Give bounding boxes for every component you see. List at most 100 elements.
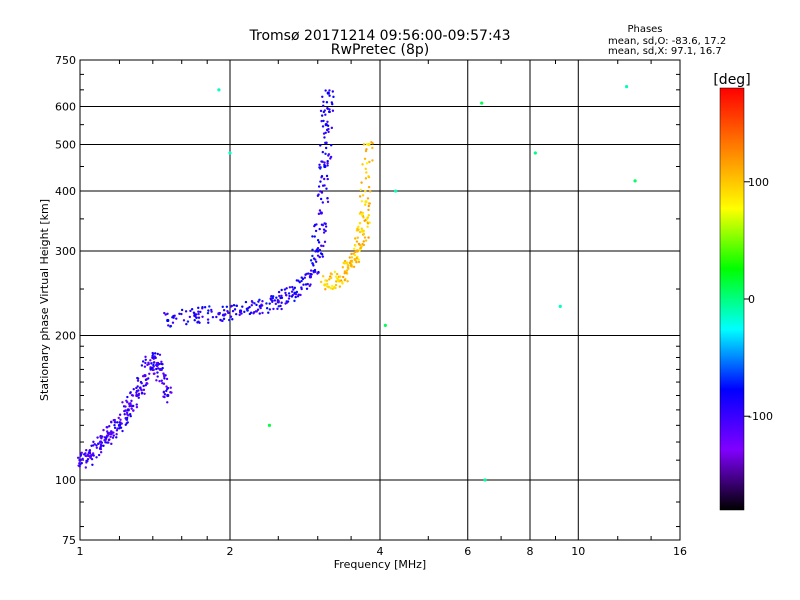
data-point (346, 266, 350, 269)
data-point (243, 310, 246, 314)
data-point (144, 361, 147, 365)
data-point (308, 284, 311, 288)
data-point (197, 312, 200, 316)
data-point (350, 259, 354, 263)
data-point (192, 311, 196, 314)
data-point (126, 395, 129, 399)
data-point (288, 286, 292, 289)
data-point (144, 384, 148, 387)
data-point (320, 114, 324, 117)
data-point (197, 310, 200, 313)
data-point (359, 246, 363, 250)
data-point (197, 306, 200, 310)
data-point (76, 456, 80, 459)
data-point (322, 110, 326, 114)
data-point (222, 317, 226, 321)
data-point (367, 142, 371, 147)
data-point (167, 324, 170, 327)
data-point (130, 407, 133, 410)
data-point (175, 317, 178, 320)
data-point (365, 143, 368, 146)
data-point (234, 312, 238, 316)
data-point (394, 189, 398, 193)
data-point (100, 437, 103, 440)
data-point (294, 293, 298, 296)
data-point (118, 427, 121, 430)
data-point (339, 275, 342, 278)
data-point (338, 285, 342, 288)
data-point (112, 434, 116, 437)
data-point (248, 312, 252, 316)
data-point (319, 252, 323, 255)
data-point (271, 295, 275, 298)
data-point (273, 299, 277, 302)
data-point (172, 314, 175, 318)
data-point (136, 385, 139, 388)
data-point (244, 300, 248, 304)
grid-lines (80, 60, 680, 540)
data-point (141, 374, 145, 378)
data-point (255, 310, 258, 313)
data-point (121, 429, 124, 433)
data-point (229, 305, 233, 308)
data-point (330, 276, 333, 280)
data-point (367, 185, 371, 189)
data-point (361, 194, 365, 197)
data-point (115, 429, 119, 432)
data-point (362, 143, 366, 146)
data-point (78, 462, 81, 465)
data-point (319, 144, 322, 147)
data-point (195, 316, 198, 320)
data-point (80, 451, 83, 454)
data-point (341, 275, 345, 279)
data-point (326, 196, 329, 200)
y-tick-label: 200 (55, 330, 76, 343)
axis-ticks (80, 60, 680, 540)
data-point (166, 318, 170, 323)
data-point (149, 359, 152, 362)
data-point (272, 307, 275, 311)
data-point (151, 352, 155, 356)
data-point (256, 308, 260, 311)
data-point (280, 307, 283, 311)
data-point (158, 353, 162, 357)
data-point (158, 379, 161, 383)
data-point (161, 362, 164, 366)
data-point (313, 235, 316, 238)
data-point (277, 299, 280, 303)
data-point (163, 377, 166, 380)
data-point (317, 193, 320, 196)
data-point (358, 221, 362, 225)
data-point (90, 444, 93, 447)
data-point (131, 404, 135, 408)
data-point (267, 423, 272, 427)
data-point (103, 439, 106, 442)
data-point (309, 269, 313, 272)
data-point (321, 223, 325, 227)
data-point (235, 304, 238, 307)
data-point (85, 448, 88, 452)
data-point (292, 288, 295, 291)
data-point (345, 269, 349, 272)
data-point (331, 90, 335, 93)
data-point (360, 212, 364, 215)
data-point (210, 308, 213, 312)
data-point (321, 184, 325, 187)
data-point (331, 102, 334, 106)
data-point (314, 260, 318, 263)
data-point (124, 423, 127, 426)
data-point (253, 302, 256, 305)
data-point (90, 453, 94, 457)
data-point (367, 208, 370, 212)
data-point (329, 155, 333, 159)
data-point (355, 261, 358, 264)
data-point (201, 315, 204, 318)
data-point (364, 203, 367, 206)
data-point (250, 304, 253, 307)
data-point (346, 264, 350, 267)
data-point (357, 260, 361, 264)
data-point (291, 285, 294, 289)
data-point (285, 294, 288, 297)
data-point (153, 355, 156, 358)
data-point (228, 151, 232, 155)
